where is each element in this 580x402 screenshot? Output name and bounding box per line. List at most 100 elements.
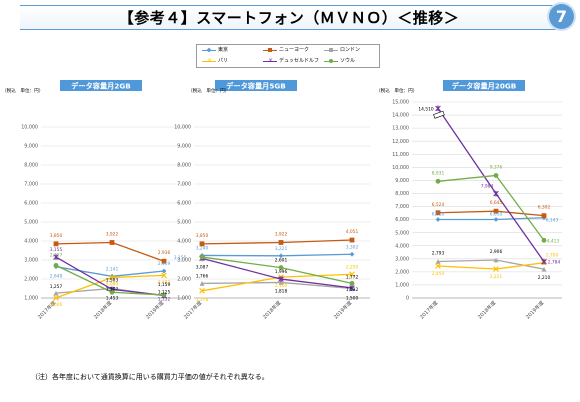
chart-title: データ容量月2GB (71, 81, 131, 90)
series-dusseldorf (435, 105, 547, 265)
data-label: 3,240 (196, 245, 209, 251)
data-point-newyork (109, 240, 115, 245)
y-tick-label: 7,000 (395, 204, 409, 210)
data-label: 9,376 (490, 164, 503, 170)
legend-label: ロンドン (340, 47, 361, 53)
chart-legend: 東京 ニューヨーク ロンドン × パリ × デュッセルドルフ ソウル (196, 44, 380, 68)
y-tick-label: 2,000 (395, 269, 409, 275)
data-label: 3,221 (275, 246, 288, 252)
data-point-seoul (493, 173, 499, 178)
data-point-tokyo (278, 253, 284, 259)
data-label: 1,378 (196, 297, 209, 303)
data-label: 1,503 (106, 277, 119, 283)
data-point-tokyo (493, 217, 499, 222)
legend-label: デュッセルドルフ (279, 58, 320, 64)
y-tick-label: 14,000 (392, 113, 409, 119)
footnote: （注）各年度において通貨換算に用いる購買力平価の値がそれぞれ異なる。 (31, 373, 269, 381)
data-label: 2,793 (432, 251, 445, 257)
y-tick-label: 10,000 (392, 165, 409, 171)
x-tick-label: 2019年度 (144, 299, 165, 320)
data-point-seoul (435, 178, 441, 184)
chart-title-box: データ容量月20GB (443, 80, 525, 91)
legend-marker-x: × (207, 56, 213, 64)
y-tick-label: 8,000 (395, 191, 409, 197)
data-label: 3,922 (275, 231, 288, 237)
data-point-paris (435, 263, 441, 269)
data-point-paris (493, 266, 499, 272)
data-point-seoul (109, 289, 115, 295)
data-point-newyork (541, 213, 547, 219)
data-point-london (53, 290, 59, 296)
data-label: 4,413 (547, 238, 560, 244)
data-point-london (541, 266, 547, 272)
data-point-tokyo (161, 268, 167, 274)
unit-label: （税込 単位：円） (376, 87, 417, 94)
legend-item-paris: × パリ (202, 57, 228, 65)
y-tick-label: 1,000 (24, 296, 38, 302)
data-label: 6,524 (432, 202, 445, 208)
data-label: 2,192 (158, 279, 171, 285)
data-label: 1,302 (106, 286, 119, 292)
data-label: 1,159 (158, 282, 171, 288)
data-label: 1,125 (158, 290, 171, 296)
data-point-tokyo (435, 217, 441, 222)
data-point-dusseldorf (53, 254, 59, 260)
chart-title-box: データ容量月5GB (215, 80, 297, 91)
data-label: 2,700 (546, 253, 559, 259)
y-tick-label: 13,000 (392, 126, 409, 132)
legend-item-tokyo: 東京 (202, 46, 228, 54)
data-point-dusseldorf (541, 258, 547, 265)
y-tick-label: 2,000 (177, 277, 191, 283)
x-tick-label: 2018年度 (476, 299, 497, 320)
y-tick-label: 6,000 (24, 201, 38, 207)
legend-marker-square (268, 47, 272, 52)
data-label: 3,850 (50, 233, 63, 239)
page-title: 【参考４】スマートフォン（ＭＶＮＯ）＜推移＞ (118, 9, 460, 27)
data-point-seoul (53, 262, 59, 268)
data-label: 1,257 (50, 284, 63, 290)
data-label: 6,143 (546, 218, 559, 224)
title-bar: 【参考４】スマートフォン（ＭＶＮＯ）＜推移＞ (20, 5, 558, 30)
data-label: 6,010 (432, 211, 445, 217)
y-tick-label: 7,000 (177, 182, 191, 188)
data-label: 1,500 (346, 296, 359, 302)
series-paris (53, 272, 167, 301)
y-tick-label: 12,000 (392, 139, 409, 145)
legend-label: ソウル (340, 58, 356, 64)
chart-panel-1: データ容量月2GB （税込 単位：円） 1,000 2,000 3,000 4,000 5,… (2, 80, 186, 320)
data-label: 3,922 (106, 231, 119, 237)
axis-break-mark (433, 110, 445, 119)
data-point-paris (53, 295, 59, 301)
y-tick-label: 8,000 (177, 163, 191, 169)
legend-marker-circle (329, 58, 333, 63)
data-point-tokyo (349, 251, 355, 257)
data-label: 2,784 (548, 260, 561, 266)
data-label: 2,250 (346, 264, 359, 270)
chart-title-bg (60, 80, 142, 91)
x-tick-label: 2017年度 (418, 299, 439, 320)
data-label: 1,772 (346, 274, 359, 280)
data-point-newyork (53, 241, 59, 247)
data-point-seoul (199, 254, 205, 260)
y-tick-label: 3,000 (177, 258, 191, 264)
data-label: 2,936 (158, 250, 171, 256)
legend-marker-triangle (329, 47, 333, 52)
data-label: 1,132 (158, 296, 171, 302)
data-label: 2,601 (275, 258, 288, 264)
y-tick-label: 10,000 (174, 125, 191, 131)
data-point-newyork (278, 240, 284, 245)
series-line-newyork (201, 239, 353, 245)
chart-title: データ容量月5GB (226, 81, 286, 90)
y-tick-label: 9,000 (177, 144, 191, 150)
y-tick-label: 5,000 (395, 230, 409, 236)
legend-marker-star: × (268, 56, 274, 64)
x-tick-label: 2018年度 (261, 299, 282, 320)
legend-item-newyork: ニューヨーク (263, 46, 309, 54)
data-point-newyork (349, 237, 355, 243)
data-label: 1,996 (275, 269, 288, 275)
y-tick-label: 4,000 (395, 243, 409, 249)
legend-label: 東京 (218, 47, 229, 53)
data-label: 8,931 (432, 170, 445, 176)
data-label: 2,210 (538, 275, 551, 281)
y-tick-label: 3,000 (24, 258, 38, 264)
